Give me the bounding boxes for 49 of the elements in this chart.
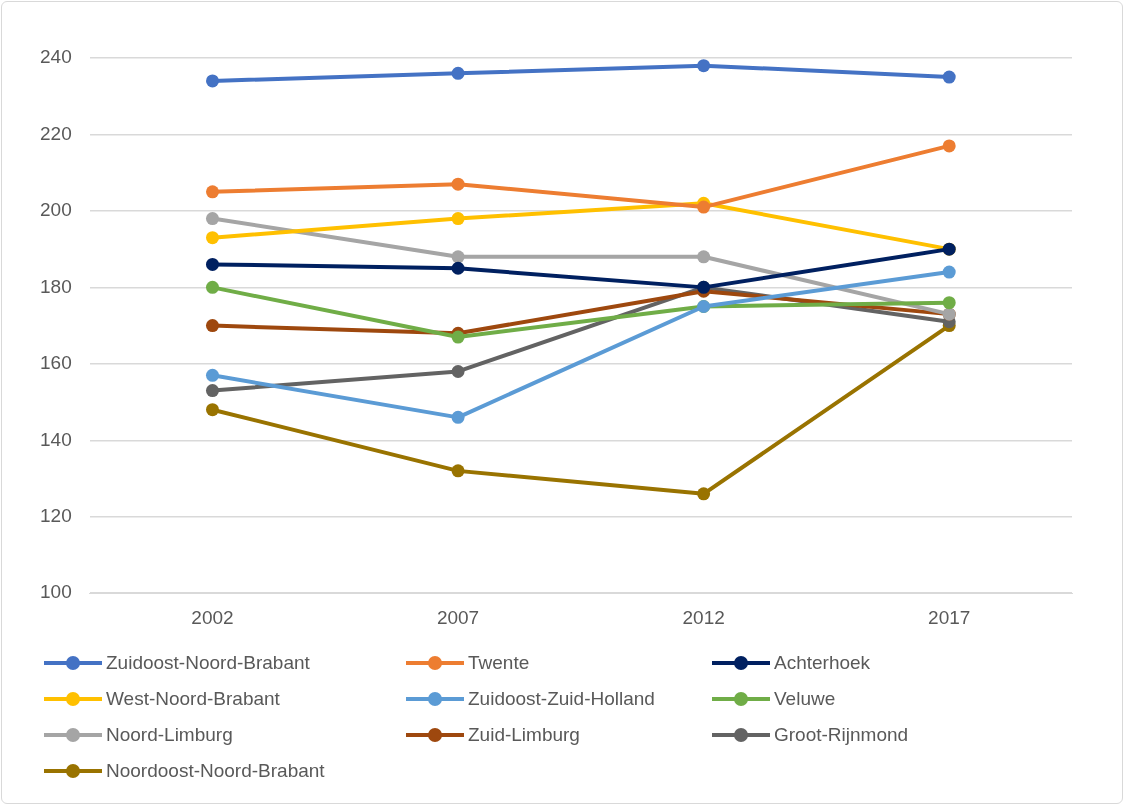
legend-label: Veluwe <box>774 688 836 710</box>
x-tick-label: 2002 <box>191 606 234 628</box>
y-tick-label: 100 <box>40 581 72 603</box>
point <box>697 200 711 214</box>
point <box>205 212 219 226</box>
y-tick-label: 160 <box>40 352 72 374</box>
y-tick-label: 220 <box>40 122 72 144</box>
legend-label: Zuid-Limburg <box>468 724 580 746</box>
point <box>205 403 219 417</box>
point <box>205 74 219 88</box>
point <box>205 319 219 333</box>
point <box>697 250 711 264</box>
legend-label: Zuidoost-Zuid-Holland <box>468 688 655 710</box>
point <box>942 265 956 279</box>
point <box>205 280 219 294</box>
x-tick-label: 2007 <box>436 606 480 628</box>
y-tick-label: 180 <box>40 275 72 297</box>
legend-label: Noord-Limburg <box>106 724 233 746</box>
point <box>205 257 219 271</box>
point <box>942 70 956 84</box>
point <box>942 296 956 310</box>
y-tick-label: 200 <box>40 199 72 221</box>
point <box>451 66 465 80</box>
point <box>451 410 465 424</box>
point <box>451 212 465 226</box>
point <box>942 139 956 153</box>
legend-label: Zuidoost-Noord-Brabant <box>106 652 310 674</box>
point <box>451 177 465 191</box>
point <box>205 384 219 398</box>
point <box>697 487 711 501</box>
point <box>451 464 465 478</box>
legend-label: Groot-Rijnmond <box>774 724 909 746</box>
y-tick-label: 240 <box>40 46 72 68</box>
point <box>205 231 219 245</box>
point <box>451 261 465 275</box>
point <box>451 330 465 344</box>
point <box>205 368 219 382</box>
point <box>451 364 465 378</box>
y-tick-label: 140 <box>40 428 72 450</box>
x-tick-label: 2012 <box>682 606 725 628</box>
legend-label: Twente <box>468 652 530 674</box>
legend-label: West-Noord-Brabant <box>106 688 280 710</box>
point <box>697 59 711 73</box>
x-tick-label: 2017 <box>928 606 971 628</box>
legend-label: Achterhoek <box>774 652 871 674</box>
legend-label: Noordoost-Noord-Brabant <box>106 760 325 782</box>
y-tick-label: 120 <box>40 504 72 526</box>
point <box>451 250 465 264</box>
point <box>205 185 219 199</box>
